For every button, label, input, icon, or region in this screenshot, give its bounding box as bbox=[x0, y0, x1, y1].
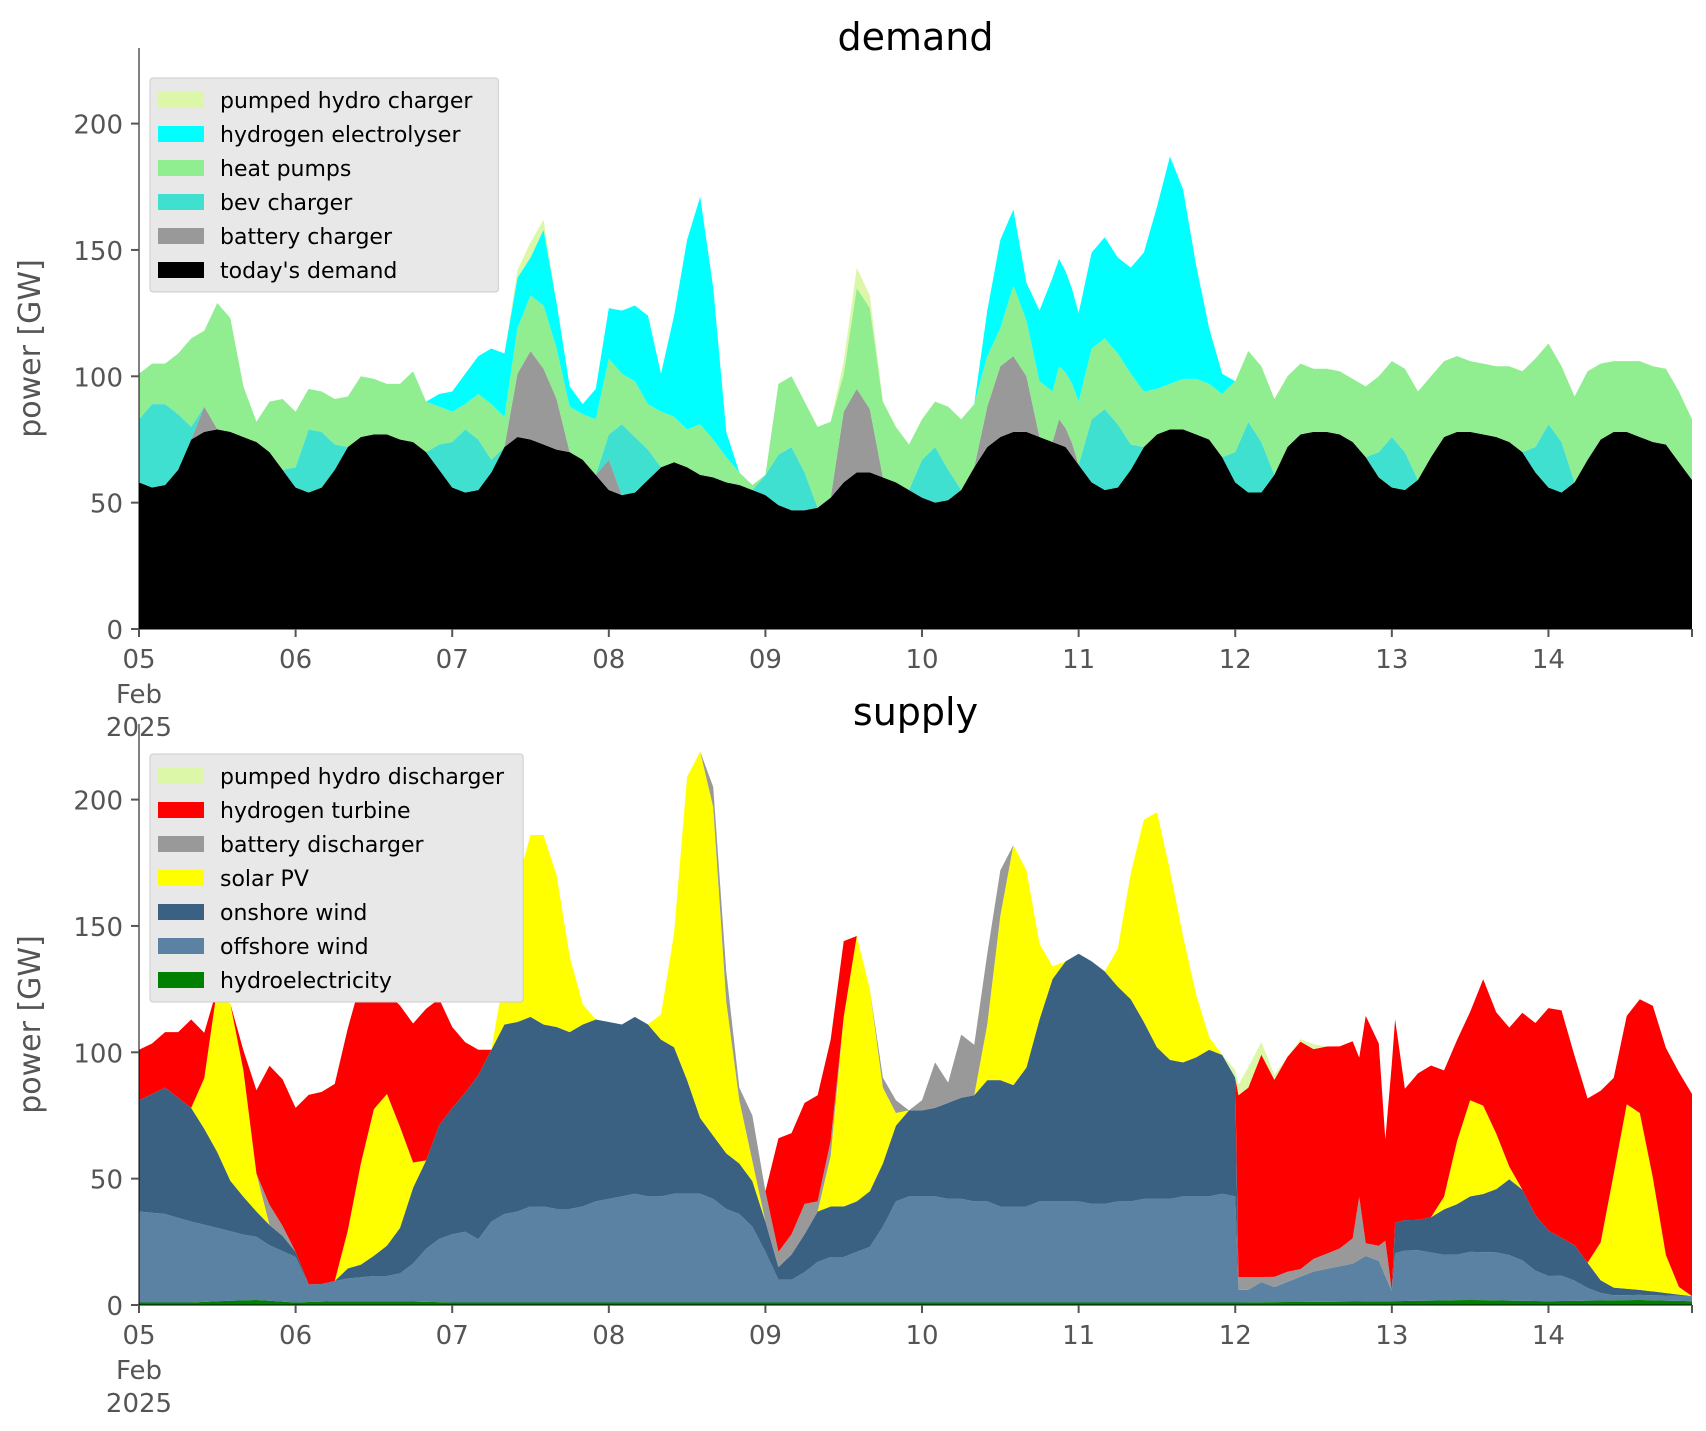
legend-swatch bbox=[158, 126, 204, 142]
x-tick-label: 06 bbox=[279, 645, 312, 675]
chart-title: demand bbox=[837, 15, 993, 59]
x-tick-label: 07 bbox=[436, 1321, 469, 1351]
legend-label: hydrogen turbine bbox=[220, 799, 411, 824]
legend-label: battery charger bbox=[220, 225, 393, 250]
legend-label: onshore wind bbox=[220, 901, 367, 926]
legend-swatch bbox=[158, 904, 204, 920]
x-tick-label: 05 bbox=[122, 645, 155, 675]
area-hydrogen-turbine bbox=[139, 751, 1692, 1297]
x-tick-label: 12 bbox=[1219, 645, 1252, 675]
x-tick-label: 13 bbox=[1375, 645, 1408, 675]
legend-swatch bbox=[158, 92, 204, 108]
y-tick-label: 50 bbox=[90, 1166, 123, 1196]
x-tick-label: 08 bbox=[592, 645, 625, 675]
x-tick-label: 11 bbox=[1062, 1321, 1095, 1351]
legend-swatch bbox=[158, 768, 204, 784]
y-tick-label: 100 bbox=[73, 1039, 123, 1069]
y-tick-label: 150 bbox=[73, 913, 123, 943]
y-tick-label: 200 bbox=[73, 787, 123, 817]
x-tick-label: 11 bbox=[1062, 645, 1095, 675]
legend-swatch bbox=[158, 870, 204, 886]
legend-box bbox=[149, 753, 524, 1003]
legend-label: solar PV bbox=[220, 867, 309, 892]
legend-swatch bbox=[158, 802, 204, 818]
legend-swatch bbox=[158, 836, 204, 852]
y-axis-label: power [GW] bbox=[13, 259, 48, 438]
legend-swatch bbox=[158, 938, 204, 954]
legend-swatch bbox=[158, 228, 204, 244]
area-battery-charger bbox=[139, 351, 1692, 511]
x-tick-label: 07 bbox=[436, 645, 469, 675]
x-tick-label: 10 bbox=[905, 645, 938, 675]
legend-swatch bbox=[158, 160, 204, 176]
legend: pumped hydro charger hydrogen electrolyse… bbox=[149, 77, 499, 293]
x-tick-label: 10 bbox=[905, 1321, 938, 1351]
y-tick-label: 50 bbox=[90, 490, 123, 520]
y-tick-label: 150 bbox=[73, 237, 123, 267]
area-heat-pumps bbox=[139, 285, 1692, 508]
area-layers bbox=[139, 751, 1692, 1305]
y-tick-label: 100 bbox=[73, 363, 123, 393]
legend-label: hydrogen electrolyser bbox=[220, 123, 461, 148]
x-tick-label: 05 bbox=[122, 1321, 155, 1351]
x-tick-label: 09 bbox=[749, 1321, 782, 1351]
x-tick-sublabel: 2025 bbox=[106, 1389, 172, 1419]
y-tick-label: 0 bbox=[106, 616, 123, 646]
x-tick-label: 08 bbox=[592, 1321, 625, 1351]
area-onshore-wind bbox=[139, 953, 1692, 1297]
y-axis-label: power [GW] bbox=[13, 935, 48, 1114]
y-tick-label: 0 bbox=[106, 1292, 123, 1322]
legend-label: hydroelectricity bbox=[220, 969, 392, 994]
legend-label: heat pumps bbox=[220, 157, 351, 182]
legend-swatch bbox=[158, 972, 204, 988]
x-tick-sublabel: Feb bbox=[116, 1356, 162, 1386]
legend-label: pumped hydro charger bbox=[220, 89, 473, 114]
legend-swatch bbox=[158, 194, 204, 210]
legend-label: today's demand bbox=[220, 259, 397, 284]
legend-label: offshore wind bbox=[220, 935, 369, 960]
area-hydroelectricity bbox=[139, 1299, 1692, 1305]
area-today-s-demand bbox=[139, 429, 1692, 629]
x-tick-label: 06 bbox=[279, 1321, 312, 1351]
area-solar-pv bbox=[139, 751, 1692, 1297]
area-layers bbox=[139, 156, 1692, 629]
x-tick-label: 14 bbox=[1532, 645, 1565, 675]
legend: pumped hydro discharger hydrogen turbine b… bbox=[149, 753, 524, 1003]
area-offshore-wind bbox=[139, 1193, 1692, 1303]
x-tick-label: 09 bbox=[749, 645, 782, 675]
legend-swatch bbox=[158, 262, 204, 278]
x-tick-label: 14 bbox=[1532, 1321, 1565, 1351]
x-tick-sublabel: Feb bbox=[116, 680, 162, 710]
x-tick-label: 12 bbox=[1219, 1321, 1252, 1351]
legend-label: bev charger bbox=[220, 191, 353, 216]
area-bev-charger bbox=[139, 351, 1692, 511]
legend-label: pumped hydro discharger bbox=[220, 765, 505, 790]
chart-title: supply bbox=[853, 690, 978, 734]
legend-label: battery discharger bbox=[220, 833, 425, 858]
x-tick-label: 13 bbox=[1375, 1321, 1408, 1351]
legend-box bbox=[149, 77, 499, 293]
y-tick-label: 200 bbox=[73, 111, 123, 141]
